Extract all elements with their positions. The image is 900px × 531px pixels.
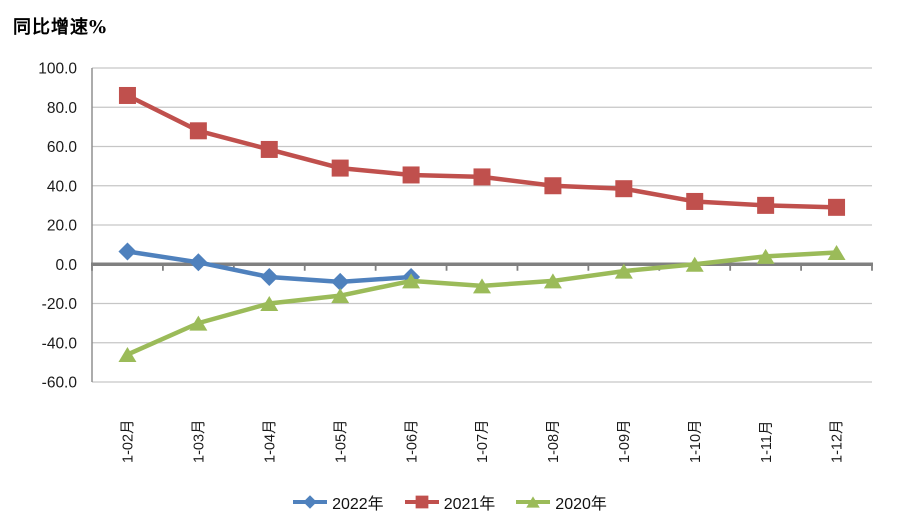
- triangle-marker-icon: [189, 315, 208, 331]
- legend-item-2020: 2020年: [516, 490, 607, 514]
- series-line-2021年: [126, 93, 837, 210]
- triangle-marker-icon: [543, 273, 562, 289]
- diamond-marker-icon: [118, 242, 137, 261]
- diamond-marker-icon: [331, 272, 350, 291]
- line-chart-plot-area: 100.0 80.0 60.0 40.0 20.0 0.0 -20.0 -40.0 -60.0 1…: [38, 61, 873, 463]
- triangle-marker-icon: [526, 496, 541, 508]
- diamond-marker-icon: [260, 268, 279, 287]
- square-marker-icon: [686, 192, 704, 210]
- legend-label-2021: 2021年: [443, 496, 496, 513]
- square-marker-icon: [331, 159, 349, 177]
- square-marker-icon: [757, 196, 775, 214]
- diamond-marker-icon: [303, 495, 317, 509]
- legend-marker-diamond-icon: [293, 495, 328, 509]
- square-marker-icon: [544, 177, 562, 195]
- y-axis-tick-label: -40.0: [42, 335, 78, 352]
- triangle-marker-icon: [756, 248, 775, 264]
- x-axis-tick-label: 1-08月: [546, 419, 562, 463]
- triangle-marker-icon: [614, 263, 633, 279]
- square-marker-icon: [118, 86, 136, 104]
- triangle-marker-icon: [260, 296, 279, 311]
- x-axis-tick-label: 1-10月: [688, 419, 704, 463]
- square-marker-icon: [402, 166, 420, 184]
- legend-item-2022: 2022年: [293, 490, 384, 514]
- square-marker-icon: [828, 198, 846, 216]
- y-axis-tick-label: 20.0: [47, 218, 78, 235]
- x-axis-tick-label: 1-11月: [759, 421, 775, 463]
- x-axis-tick-label: 1-12月: [830, 419, 846, 463]
- y-axis-tick-label: -20.0: [42, 296, 78, 313]
- y-axis-tick-label: 0.0: [55, 257, 77, 274]
- diamond-marker-icon: [189, 253, 208, 272]
- legend-label-2020: 2020年: [555, 496, 607, 513]
- square-marker-icon: [473, 168, 491, 186]
- y-axis-tick-label: 60.0: [47, 139, 78, 156]
- y-axis-tick-label: 40.0: [47, 178, 78, 195]
- square-marker-icon: [415, 495, 429, 509]
- triangle-marker-icon: [118, 347, 137, 363]
- x-axis-tick-label: 1-07月: [475, 419, 491, 463]
- legend-marker-square-icon: [404, 495, 439, 509]
- legend-label-2022: 2022年: [332, 496, 384, 513]
- triangle-marker-icon: [473, 278, 491, 294]
- y-axis-tick-label: 100.0: [38, 61, 77, 78]
- x-axis-tick-label: 1-09月: [617, 419, 633, 463]
- legend-marker-triangle-icon: [516, 496, 551, 508]
- x-axis-tick-label: 1-03月: [192, 419, 208, 463]
- x-axis-tick-label: 1-02月: [121, 419, 137, 463]
- triangle-marker-icon: [685, 256, 704, 272]
- square-marker-icon: [189, 122, 207, 140]
- y-axis-tick-label: 80.0: [47, 100, 78, 117]
- x-axis-tick-label: 1-05月: [333, 419, 349, 463]
- chart-legend: 2022年 2021年 2020年: [0, 487, 900, 517]
- x-axis-tick-label: 1-06月: [404, 419, 420, 463]
- y-axis-tick-label: -60.0: [42, 375, 78, 392]
- legend-item-2021: 2021年: [404, 490, 496, 514]
- square-marker-icon: [260, 140, 278, 158]
- triangle-marker-icon: [827, 244, 846, 260]
- x-axis-tick-label: 1-04月: [262, 419, 278, 463]
- chart-title: 同比增速%: [13, 17, 108, 38]
- triangle-marker-icon: [331, 288, 350, 304]
- square-marker-icon: [615, 180, 633, 198]
- triangle-marker-icon: [402, 273, 421, 289]
